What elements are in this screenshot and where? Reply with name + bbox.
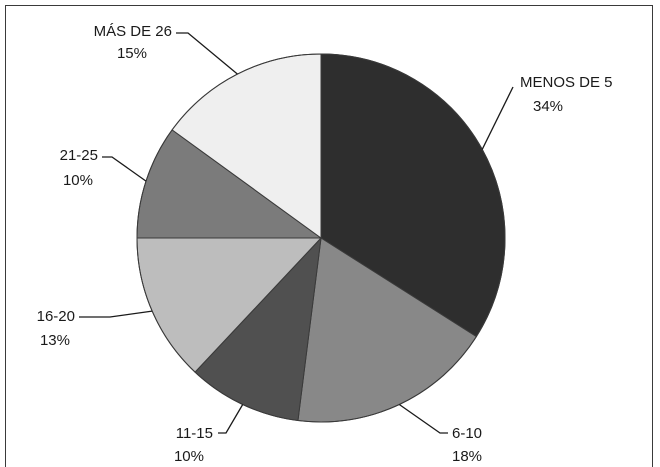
slice-label-21-25: 21-25	[60, 147, 98, 164]
leader-line-5	[176, 32, 238, 75]
leader-line-2	[218, 404, 244, 434]
slice-label-mas-de-26: MÁS DE 26	[94, 23, 172, 40]
pie-slices	[136, 53, 506, 423]
slice-label-11-15: 11-15	[176, 425, 213, 442]
leader-line-4	[102, 156, 147, 182]
slice-label-6-10: 6-10	[452, 425, 482, 442]
leader-line-1	[398, 403, 448, 434]
leader-lines	[79, 32, 514, 434]
slice-value-6-10: 18%	[452, 448, 482, 465]
slice-value-16-20: 13%	[40, 332, 70, 349]
leader-line-3	[79, 310, 153, 318]
slice-label-16-20: 16-20	[37, 308, 75, 325]
slice-value-mas-de-26: 15%	[117, 45, 147, 62]
slice-value-21-25: 10%	[63, 172, 93, 189]
slice-value-11-15: 10%	[174, 448, 204, 465]
leader-line-0	[481, 86, 514, 150]
pie-outline	[136, 53, 506, 423]
slice-value-menos-de-5: 34%	[533, 98, 563, 115]
slice-label-menos-de-5: MENOS DE 5	[520, 74, 613, 91]
